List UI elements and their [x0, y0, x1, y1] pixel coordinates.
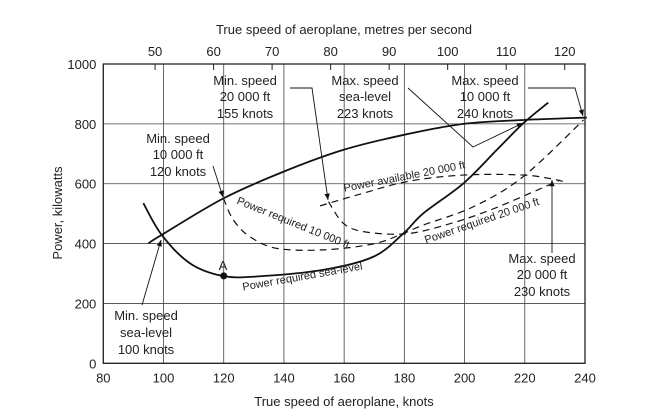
y-tick-label: 400 [75, 237, 97, 252]
point-a-marker [220, 272, 228, 280]
leader-min-speed-10000 [212, 165, 224, 198]
y-tick-label: 600 [75, 177, 97, 192]
svg-text:20 000 ft: 20 000 ft [517, 267, 568, 282]
x-tick-label: 240 [574, 370, 596, 385]
tick-labels: 80 100 120 140 160 180 200 220 240 0 200 400 600 800 1… [67, 44, 595, 385]
svg-text:Min. speed: Min. speed [146, 131, 210, 146]
x2-axis-title: True speed of aeroplane, metres per seco… [216, 22, 472, 37]
y-tick-label: 1000 [67, 57, 96, 72]
svg-text:Max. speed: Max. speed [508, 251, 575, 266]
annotation-min-speed-sea-level: Min. speed sea-level 100 knots [114, 308, 178, 357]
y-tick-label: 200 [75, 296, 97, 311]
annotation-min-speed-10000: Min. speed 10 000 ft 120 knots [146, 131, 210, 179]
x-axis-title: True speed of aeroplane, knots [254, 394, 434, 409]
svg-text:155 knots: 155 knots [217, 106, 274, 121]
plot-frame [102, 63, 586, 364]
svg-text:20 000 ft: 20 000 ft [220, 89, 271, 104]
y-tick-label: 0 [89, 356, 96, 371]
annotation-max-speed-sea-level: Max. speed sea-level 223 knots [331, 73, 398, 121]
point-a-label: A [219, 258, 228, 273]
x-tick-label: 100 [153, 370, 175, 385]
y-axis-title: Power, kilowatts [50, 166, 65, 260]
svg-text:10 000 ft: 10 000 ft [460, 89, 511, 104]
x2-tick-label: 100 [437, 44, 459, 59]
label-power-required-10000: Power required 10 000 ft [235, 195, 351, 251]
annotation-min-speed-20000: Min. speed 20 000 ft 155 knots [213, 73, 277, 121]
series-line-4 [319, 173, 564, 207]
series-line-3 [327, 179, 561, 235]
x2-tick-label: 70 [265, 44, 279, 59]
annotation-max-speed-20000: Max. speed 20 000 ft 230 knots [508, 251, 575, 299]
x2-tick-label: 60 [206, 44, 220, 59]
svg-text:223 knots: 223 knots [337, 106, 394, 121]
curves [142, 101, 587, 280]
svg-text:Min. speed: Min. speed [213, 73, 277, 88]
leader-max-speed-sea-level [407, 87, 524, 148]
svg-text:Max. speed: Max. speed [451, 73, 518, 88]
x2-tick-label: 80 [323, 44, 337, 59]
x-tick-label: 160 [333, 370, 355, 385]
y-tick-label: 800 [75, 117, 97, 132]
series-line-0 [147, 116, 587, 245]
label-power-required-20000: Power required 20 000 ft [423, 196, 541, 247]
x-tick-label: 200 [454, 370, 476, 385]
x-tick-label: 80 [96, 370, 110, 385]
svg-text:120 knots: 120 knots [150, 164, 207, 179]
svg-text:Min. speed: Min. speed [114, 308, 178, 323]
svg-text:100 knots: 100 knots [118, 342, 175, 357]
x2-tick-label: 90 [382, 44, 396, 59]
svg-text:Max. speed: Max. speed [331, 73, 398, 88]
annotation-max-speed-10000: Max. speed 10 000 ft 240 knots [451, 73, 518, 121]
x2-tick-label: 50 [148, 44, 162, 59]
x-tick-label: 140 [273, 370, 295, 385]
leader-min-speed-20000 [290, 87, 330, 201]
svg-text:240 knots: 240 knots [457, 106, 514, 121]
svg-text:sea-level: sea-level [120, 325, 172, 340]
x2-tick-label: 120 [554, 44, 576, 59]
x-tick-label: 120 [213, 370, 235, 385]
svg-text:sea-level: sea-level [339, 89, 391, 104]
x-tick-label: 180 [394, 370, 416, 385]
series-line-1 [142, 101, 549, 279]
x-tick-label: 220 [514, 370, 536, 385]
svg-text:230 knots: 230 knots [514, 284, 571, 299]
x2-tick-label: 110 [496, 44, 517, 59]
annotation-leaders [141, 87, 584, 306]
leader-min-speed-sea-level [141, 239, 162, 306]
svg-text:10 000 ft: 10 000 ft [153, 147, 204, 162]
grid [102, 63, 586, 364]
leader-max-speed-10000 [528, 87, 584, 117]
series-line-2 [222, 119, 584, 251]
